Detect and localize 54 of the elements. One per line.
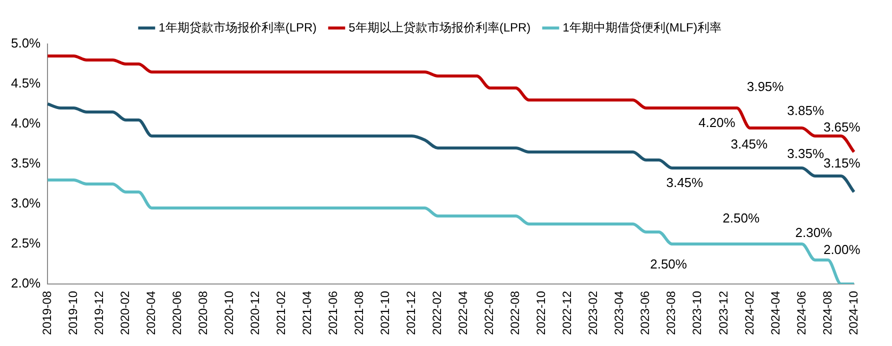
x-tick-label: 2022-02: [430, 290, 444, 336]
x-tick-label: 2023-04: [612, 290, 626, 336]
x-tick-label: 2024-04: [768, 290, 782, 336]
annotation: 4.20%: [698, 114, 736, 130]
x-tick-label: 2019-10: [66, 290, 80, 336]
x-tick-label: 2020-08: [196, 290, 210, 336]
annotation: 3.65%: [823, 120, 861, 135]
x-tick-label: 2022-10: [534, 290, 548, 336]
x-tick-label: 2024-10: [846, 290, 860, 336]
annotation: 3.15%: [823, 156, 861, 171]
x-tick-label: 2022-04: [456, 290, 470, 336]
x-tick-label: 2020-04: [144, 290, 158, 336]
y-tick-label: 3.5%: [10, 156, 42, 171]
x-tick-label: 2020-06: [170, 290, 184, 336]
x-tick-label: 2023-08: [664, 290, 678, 336]
x-tick-label: 2023-02: [586, 290, 600, 336]
y-tick-label: 4.0%: [10, 116, 42, 131]
x-tick-label: 2023-06: [638, 290, 652, 336]
annotation: 3.45%: [666, 174, 704, 190]
x-tick-label: 2022-08: [508, 290, 522, 336]
legend-label: 1年期贷款市场报价利率(LPR): [158, 20, 317, 34]
x-tick-label: 2021-12: [404, 290, 418, 336]
x-tick-label: 2021-02: [274, 290, 288, 336]
annotation: 3.45%: [730, 136, 768, 152]
y-tick-label: 5.0%: [10, 36, 42, 51]
annotation: 2.50%: [650, 256, 688, 272]
x-tick-label: 2021-10: [378, 290, 392, 336]
x-tick-label: 2022-12: [560, 290, 574, 336]
x-tick-label: 2020-12: [248, 290, 262, 336]
annotation: 2.30%: [795, 225, 833, 240]
y-tick-label: 2.5%: [10, 236, 42, 251]
legend-label: 1年期中期借贷便利(MLF)利率: [562, 20, 722, 34]
x-tick-label: 2020-02: [118, 290, 132, 336]
y-tick-label: 4.5%: [10, 76, 42, 91]
x-tick-label: 2023-12: [716, 290, 730, 336]
x-tick-label: 2021-08: [352, 290, 366, 336]
y-tick-label: 2.0%: [10, 276, 42, 291]
annotation: 2.00%: [823, 242, 861, 257]
x-tick-label: 2021-04: [300, 290, 314, 336]
annotation: 3.95%: [746, 78, 784, 94]
annotation: 2.50%: [722, 210, 760, 226]
x-tick-label: 2024-06: [794, 290, 808, 336]
x-tick-label: 2019-08: [40, 290, 54, 336]
x-tick-label: 2022-06: [482, 290, 496, 336]
annotation: 3.35%: [787, 146, 824, 161]
x-tick-label: 2024-02: [742, 290, 756, 336]
x-tick-label: 2020-10: [222, 290, 236, 336]
annotation: 3.85%: [787, 102, 824, 118]
y-tick-label: 3.0%: [10, 196, 42, 211]
x-tick-label: 2023-10: [690, 290, 704, 336]
x-tick-label: 2021-06: [326, 290, 340, 336]
x-tick-label: 2024-08: [820, 290, 834, 336]
x-tick-label: 2019-12: [92, 290, 106, 336]
legend-label: 5年期以上贷款市场报价利率(LPR): [348, 20, 531, 34]
